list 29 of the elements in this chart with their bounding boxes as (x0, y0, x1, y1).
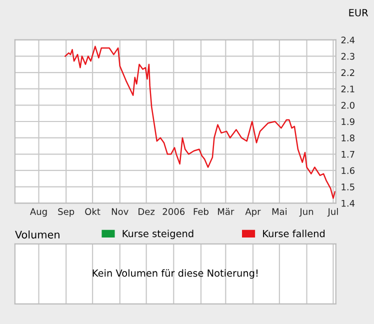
line-series (64, 46, 336, 199)
x-tick-label: Mai (272, 208, 286, 215)
legend-label: Kurse fallend (263, 230, 325, 238)
y-tick-label: 1.4 (342, 200, 355, 207)
legend-label: Kurse steigend (122, 230, 194, 240)
y-axis-title: EUR (349, 9, 368, 16)
y-tick-label: 2.0 (341, 102, 354, 109)
x-tick-label: Jul (327, 208, 338, 217)
y-tick-label: 2.4 (341, 36, 355, 44)
y-tick-label: 2.2 (341, 69, 354, 76)
y-tick-label: 1.5 (342, 184, 354, 190)
y-tick-label: 1.9 (342, 118, 354, 126)
y-tick-label: 2.3 (341, 52, 354, 60)
text: Volumen (15, 230, 60, 239)
x-tick-label: Dez (138, 208, 155, 215)
x-tick-label: Aug (30, 208, 47, 217)
y-tick-label: 1.8 (342, 134, 354, 142)
x-tick-label: Jun (299, 208, 314, 217)
x-tick-label: Nov (112, 208, 128, 215)
y-tick-label: 1.7 (342, 151, 354, 158)
x-tick-label: Okt (85, 208, 100, 215)
x-tick-label: Apr (245, 208, 261, 217)
text: Kein Volumen für diese Notierung! (92, 269, 258, 279)
y-tick-label: 1.6 (342, 167, 354, 174)
x-tick-label: 2006 (162, 208, 185, 215)
x-tick-label: Feb (194, 208, 208, 215)
x-tick-label: Mär (218, 208, 234, 215)
y-tick-label: 2.1 (341, 86, 354, 92)
x-tick-label: Sep (58, 208, 74, 217)
